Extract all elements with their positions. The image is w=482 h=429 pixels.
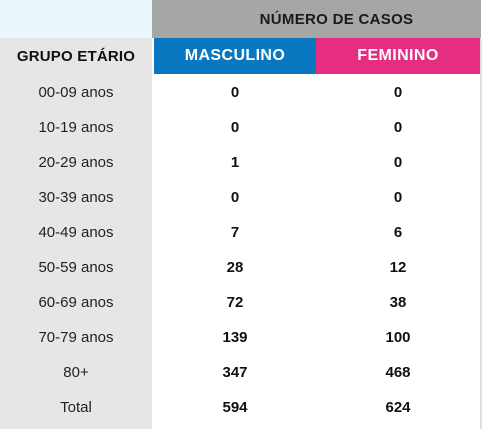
- age-cell: 30-39 anos: [38, 189, 114, 206]
- male-value-cell: 7: [230, 224, 240, 241]
- age-cell-total: Total: [60, 399, 92, 416]
- male-value-cell: 0: [230, 189, 240, 206]
- female-value-cell: 6: [393, 224, 403, 241]
- age-group-column: GRUPO ETÁRIO 00-09 anos 10-19 anos 20-29…: [0, 38, 152, 429]
- male-column: 0 0 1 0 7 28 72 139 347 594: [154, 75, 316, 429]
- male-value-cell: 1: [230, 154, 240, 171]
- age-group-header: GRUPO ETÁRIO: [16, 48, 136, 65]
- female-value-cell: 12: [389, 259, 407, 276]
- female-value-cell: 0: [393, 119, 403, 136]
- female-value-cell: 468: [385, 364, 411, 381]
- age-cell: 10-19 anos: [38, 119, 114, 136]
- female-value-cell: 0: [393, 189, 403, 206]
- female-total-cell: 624: [385, 399, 411, 416]
- male-value-cell: 139: [222, 329, 248, 346]
- age-cell: 60-69 anos: [38, 294, 114, 311]
- age-cell: 80+: [63, 364, 89, 381]
- female-column: 0 0 0 0 6 12 38 100 468 624: [316, 75, 480, 429]
- male-value-cell: 0: [230, 119, 240, 136]
- female-header: FEMININO: [316, 38, 480, 74]
- female-value-cell: 38: [389, 294, 407, 311]
- male-header: MASCULINO: [154, 38, 316, 74]
- age-cell: 70-79 anos: [38, 329, 114, 346]
- age-cell: 00-09 anos: [38, 84, 114, 101]
- age-cell: 50-59 anos: [38, 259, 114, 276]
- female-value-cell: 0: [393, 154, 403, 171]
- male-value-cell: 72: [226, 294, 244, 311]
- female-value-cell: 100: [385, 329, 411, 346]
- table-corner: [0, 0, 152, 38]
- cases-header: NÚMERO DE CASOS: [152, 0, 481, 38]
- male-total-cell: 594: [222, 399, 248, 416]
- cases-header-label: NÚMERO DE CASOS: [259, 10, 414, 28]
- female-value-cell: 0: [393, 84, 403, 101]
- age-cell: 40-49 anos: [38, 224, 114, 241]
- table-right-border: [480, 38, 482, 429]
- age-cell: 20-29 anos: [38, 154, 114, 171]
- male-value-cell: 28: [226, 259, 244, 276]
- male-value-cell: 0: [230, 84, 240, 101]
- male-value-cell: 347: [222, 364, 248, 381]
